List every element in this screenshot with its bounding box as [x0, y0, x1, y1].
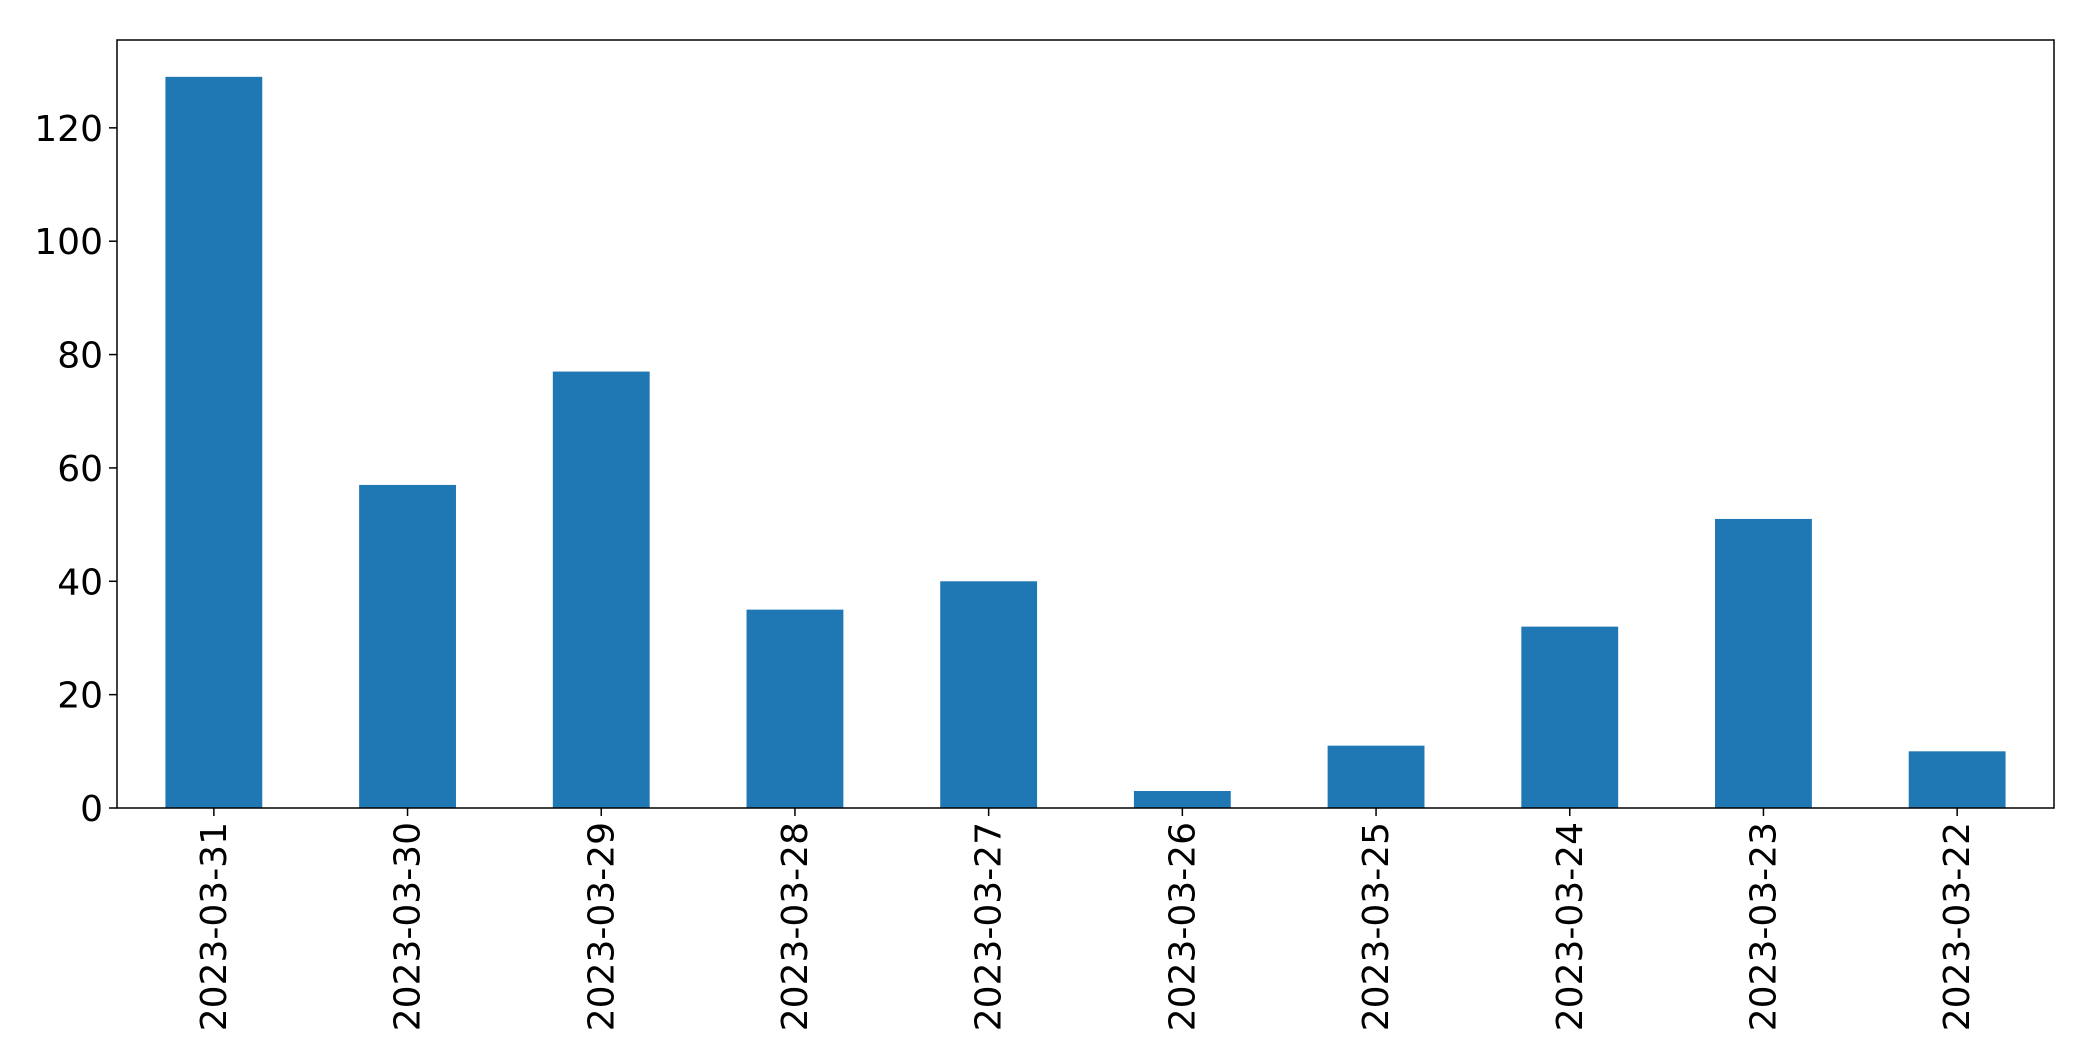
x-axis: 2023-03-31 2023-03-30 2023-03-29 2023-03-28… [194, 808, 1978, 1031]
y-tick-label: 120 [34, 109, 103, 150]
x-tick-label: 2023-03-22 [1937, 822, 1978, 1031]
bar-2023-03-27 [940, 581, 1038, 808]
x-tick-label: 2023-03-25 [1356, 822, 1397, 1031]
bar-2023-03-26 [1133, 790, 1231, 808]
bar-2023-03-22 [1908, 751, 2006, 808]
x-tick-label: 2023-03-30 [388, 822, 429, 1031]
y-tick-label: 80 [57, 336, 103, 377]
x-tick-label: 2023-03-26 [1162, 822, 1203, 1031]
plot-frame [116, 39, 2055, 809]
bar-2023-03-29 [552, 371, 650, 808]
y-axis: 0 20 40 60 80 100 120 [34, 109, 117, 830]
x-tick-label: 2023-03-29 [581, 822, 622, 1031]
bar-2023-03-23 [1715, 518, 1812, 808]
x-tick-label: 2023-03-27 [969, 822, 1010, 1031]
x-tick-label: 2023-03-28 [775, 822, 816, 1031]
bar-2023-03-31 [165, 76, 263, 809]
y-tick-label: 60 [57, 449, 103, 490]
bar-2023-03-28 [746, 609, 844, 808]
bar-2023-03-24 [1521, 626, 1619, 808]
y-tick-label: 20 [57, 676, 103, 717]
x-tick-label: 2023-03-24 [1550, 822, 1591, 1031]
x-tick-label: 2023-03-23 [1743, 822, 1784, 1031]
bar-2023-03-25 [1327, 745, 1425, 808]
y-tick-label: 0 [80, 789, 103, 830]
y-tick-label: 40 [57, 562, 103, 603]
x-tick-label: 2023-03-31 [194, 822, 235, 1031]
bar-2023-03-30 [359, 484, 456, 808]
y-tick-label: 100 [34, 222, 103, 263]
bars-group [165, 76, 2006, 809]
